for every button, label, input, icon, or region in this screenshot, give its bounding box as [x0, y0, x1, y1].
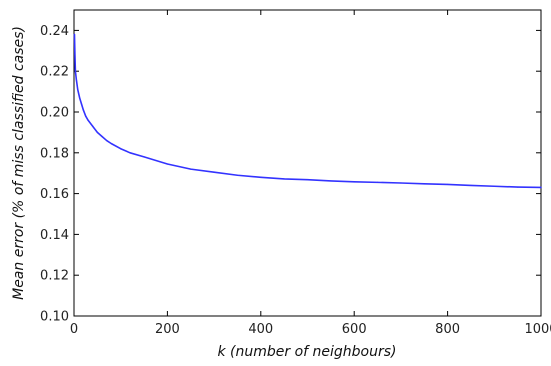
data-point: [166, 163, 168, 165]
x-tick-label: 0: [70, 322, 78, 337]
y-tick-label: 0.20: [40, 106, 69, 121]
data-point: [101, 135, 103, 138]
data-point: [213, 171, 215, 173]
y-axis-title: Mean error (% of miss classified cases): [11, 26, 27, 300]
data-point: [447, 183, 449, 186]
data-point: [120, 148, 122, 150]
x-tick-label: 800: [435, 322, 460, 337]
data-point: [306, 179, 309, 181]
data-point: [190, 168, 192, 170]
data-point: [129, 152, 131, 154]
data-point: [85, 115, 87, 117]
data-point: [517, 186, 519, 188]
data-point: [143, 156, 145, 158]
y-axis-ticks: 0.10 0.12 0.14 0.16 0.18 0.20 0.22 0.24: [40, 24, 541, 325]
data-point: [260, 176, 262, 178]
y-tick-label: 0.18: [40, 146, 69, 161]
data-point: [82, 109, 84, 111]
data-point: [470, 184, 472, 187]
data-point: [236, 174, 239, 176]
y-tick-label: 0.12: [40, 269, 69, 284]
data-point: [80, 103, 83, 105]
data-point: [74, 54, 76, 56]
data-point: [330, 180, 332, 182]
data-point: [79, 97, 81, 99]
x-tick-label: 400: [248, 322, 273, 337]
x-axis-title: k (number of neighbours): [217, 344, 396, 360]
data-point: [77, 88, 79, 91]
data-point: [96, 131, 98, 133]
data-point: [423, 183, 425, 185]
y-tick-label: 0.14: [40, 228, 69, 243]
data-point: [540, 186, 542, 189]
data-point: [110, 143, 112, 145]
y-tick-label: 0.16: [40, 187, 69, 202]
data-point: [73, 33, 76, 36]
x-axis-ticks: 0 200 400 600 800 1000: [70, 10, 551, 337]
y-tick-label: 0.10: [40, 310, 69, 325]
series-points: [73, 33, 542, 189]
data-point: [400, 182, 402, 184]
y-tick-label: 0.24: [40, 24, 69, 39]
plot-frame: [73, 9, 542, 317]
data-point: [376, 181, 379, 183]
data-point: [74, 70, 77, 72]
data-point: [353, 181, 355, 183]
data-point: [92, 125, 94, 127]
data-point: [106, 139, 108, 142]
data-point: [283, 178, 285, 180]
data-point: [87, 119, 89, 121]
data-point: [493, 185, 495, 187]
x-tick-label: 1000: [524, 322, 551, 337]
x-tick-label: 600: [342, 322, 367, 337]
y-tick-label: 0.22: [40, 65, 69, 80]
x-tick-label: 200: [155, 322, 180, 337]
data-point: [75, 78, 77, 80]
